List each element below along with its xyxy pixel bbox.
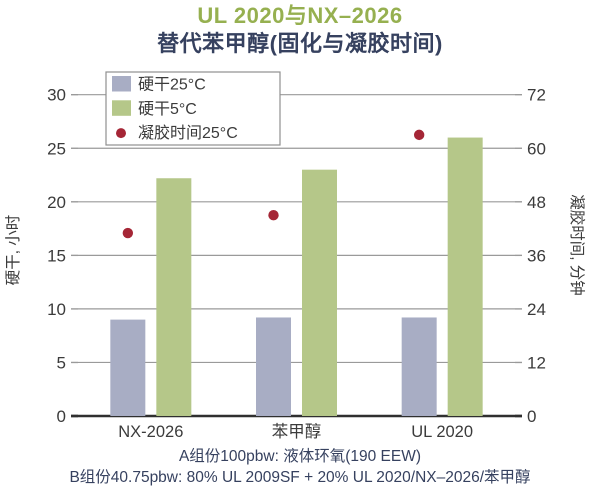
gel-time-dot [122,227,134,239]
legend-swatch-drytime-25c [112,76,131,92]
right-tick-label: 72 [527,86,546,105]
x-category-label: 苯甲醇 [272,422,322,441]
right-tick-label: 60 [527,139,546,158]
right-tick-label: 24 [527,300,546,319]
right-tick-label: 48 [527,193,546,212]
footnote-line-a: A组份100pbw: 液体环氧(190 EEW) [178,448,422,465]
left-tick-label: 20 [47,193,66,212]
left-tick-label: 15 [47,246,66,265]
footnote-line-b: B组份40.75pbw: 80% UL 2009SF + 20% UL 2020… [69,469,531,486]
right-axis-title: 凝胶时间, 分钟 [568,194,586,296]
left-axis-title: 硬干, 小时 [4,215,22,286]
gel-time-dot [268,209,279,221]
right-tick-label: 12 [527,353,546,372]
bar-drytime-5c [156,178,192,416]
legend-swatch-drytime-5c [112,100,131,116]
x-category-label: NX-2026 [118,423,183,441]
chart-subtitle: 替代苯甲醇(固化与凝胶时间) [157,31,443,56]
right-tick-label: 0 [527,407,536,426]
bar-drytime-5c [447,137,483,416]
x-category-label: UL 2020 [411,423,473,441]
legend-box [105,71,281,146]
left-tick-label: 0 [57,407,66,426]
left-tick-label: 10 [47,300,66,319]
chart-footnote: A组份100pbw: 液体环氧(190 EEW) B组份40.75pbw: 80… [0,446,600,488]
left-tick-label: 25 [47,139,66,158]
legend-label: 硬干25°C [138,77,206,94]
legend-label: 硬干5°C [138,101,197,118]
bar-drytime-25c [401,317,437,416]
gel-time-dot [413,129,425,141]
bar-chart: 0 0 5 12 10 24 15 36 20 48 25 60 30 72 NX-2026 苯甲醇 UL 20… [4,71,586,441]
chart-titles: UL 2020与NX–2026 替代苯甲醇(固化与凝胶时间) [0,2,600,58]
bar-drytime-25c [256,317,291,416]
left-tick-label: 5 [57,353,66,372]
left-tick-label: 30 [47,86,66,105]
legend-dot-gel-time [116,128,126,139]
right-tick-label: 36 [527,246,546,265]
chart-title: UL 2020与NX–2026 [197,3,403,28]
legend-label: 凝胶时间25°C [138,124,238,142]
bar-drytime-25c [110,319,146,416]
bar-drytime-5c [302,169,337,416]
